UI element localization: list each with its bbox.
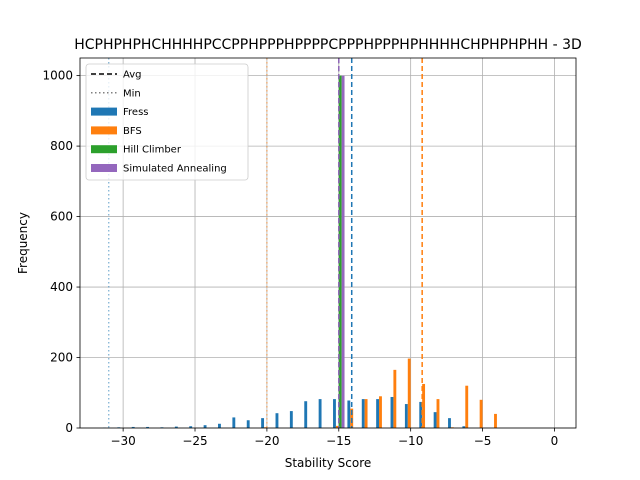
legend-label-avg: Avg: [123, 70, 142, 81]
legend-box: [85, 63, 249, 181]
bar-fress: [131, 426, 135, 428]
legend-label-simulated-annealing: Simulated Annealing: [123, 164, 227, 175]
legend-label-bfs: BFS: [123, 126, 142, 137]
bar-bfs: [335, 425, 339, 428]
y-ticks: 0 200 400 600 800 1000: [42, 69, 80, 435]
bar-fress: [361, 399, 365, 428]
legend-label-min: Min: [123, 88, 141, 99]
bar-fress: [347, 400, 351, 428]
x-tick-label: −5: [474, 434, 492, 448]
x-tick-label: −30: [110, 434, 135, 448]
chart-title: HCPHPHPHCHHHHPCCPPHPPPHPPPPCPPPHPPPHPHHH…: [74, 37, 582, 53]
x-tick-label: −10: [398, 434, 423, 448]
legend-label-fress: Fress: [123, 107, 149, 118]
y-tick-label: 600: [50, 210, 73, 224]
bar-fress: [404, 404, 408, 428]
bar-bfs: [436, 399, 440, 428]
y-tick-label: 800: [50, 139, 73, 153]
bar-hill-climber: [338, 75, 342, 428]
y-tick-label: 1000: [42, 69, 73, 83]
bar-fress: [448, 418, 451, 428]
bar-fress: [203, 425, 207, 428]
bar-fress: [433, 412, 437, 428]
bar-bfs: [379, 396, 382, 428]
bar-fress: [232, 417, 236, 428]
legend-swatch-fress: [91, 107, 117, 116]
y-tick-label: 400: [50, 280, 73, 294]
bar-bfs: [479, 399, 483, 428]
x-ticks: −30 −25 −20 −15 −10 −5 0: [110, 428, 558, 448]
plot-frame: [79, 57, 577, 429]
legend-swatch-simulated-annealing: [91, 164, 117, 172]
bars-layer: [103, 75, 497, 428]
bar-fress: [462, 426, 466, 428]
x-tick-label: −20: [254, 434, 279, 448]
bar-bfs: [494, 413, 497, 428]
bar-fress: [174, 426, 178, 428]
bar-bfs: [393, 369, 397, 428]
x-axis-label: Stability Score: [285, 456, 372, 470]
y-tick-label: 0: [65, 421, 73, 435]
bar-bfs: [364, 399, 368, 428]
bar-fress: [304, 401, 308, 428]
bar-fress: [376, 399, 380, 428]
legend-swatch-hill-climber: [91, 145, 117, 154]
bar-fress: [289, 411, 293, 428]
bar-fress: [318, 399, 322, 428]
bar-fress: [261, 418, 265, 428]
legend-label-hill-climber: Hill Climber: [123, 145, 182, 156]
y-tick-label: 200: [50, 351, 73, 365]
bar-bfs: [407, 358, 411, 428]
bar-fress: [218, 423, 221, 428]
x-tick-label: 0: [551, 434, 559, 448]
bar-fress: [275, 413, 279, 428]
bar-fress: [246, 420, 250, 428]
bar-bfs: [465, 385, 469, 428]
bar-fress: [333, 399, 336, 428]
y-axis-label: Frequency: [16, 212, 30, 274]
legend: Avg Min Fress BFS Hill Climber Simulated Anne…: [85, 63, 249, 181]
bar-fress: [419, 401, 423, 428]
bar-fress: [146, 426, 150, 428]
bar-fress: [390, 396, 394, 428]
x-tick-label: −15: [326, 434, 351, 448]
bar-bfs: [422, 383, 426, 428]
reference-lines-layer: [108, 58, 423, 428]
bar-fress: [189, 426, 193, 428]
x-tick-label: −25: [182, 434, 207, 448]
legend-swatch-bfs: [91, 126, 117, 135]
bar-simulated-annealing: [341, 75, 345, 428]
